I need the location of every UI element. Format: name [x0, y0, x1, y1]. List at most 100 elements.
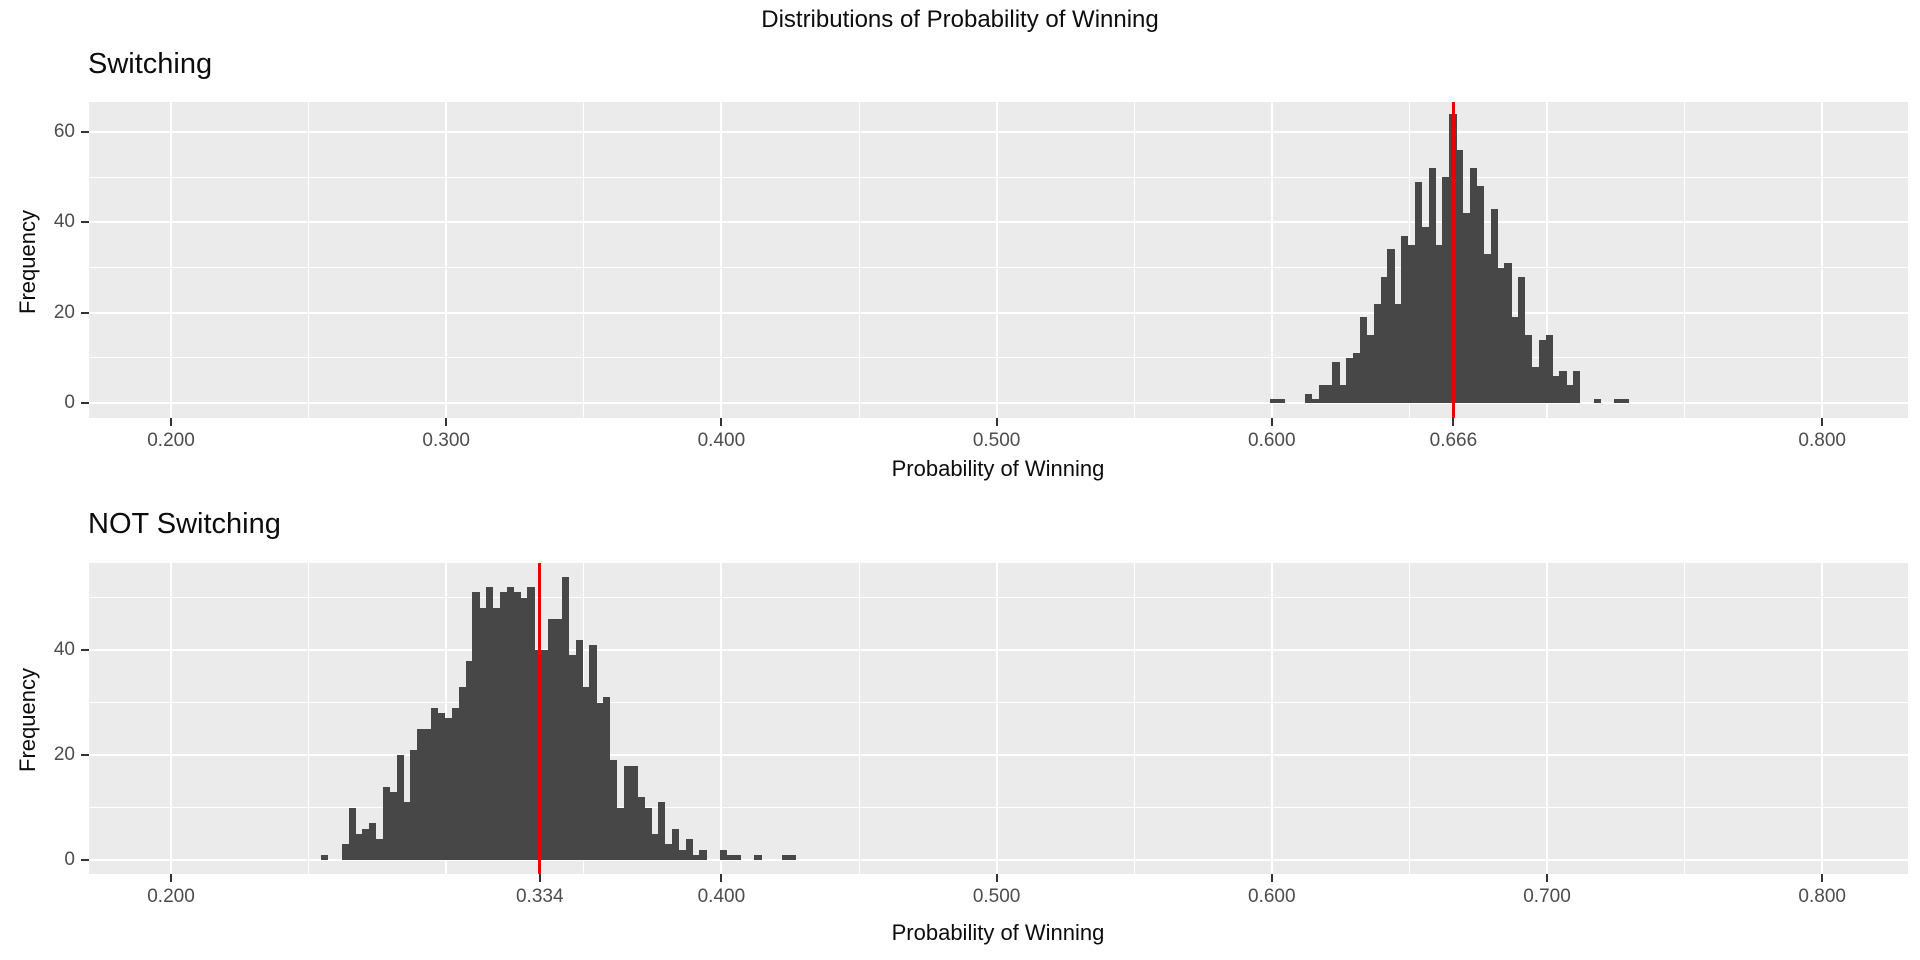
gridline-minor-x [1133, 102, 1135, 418]
histogram-bar [699, 849, 707, 860]
histogram-bar [534, 650, 542, 860]
x-tick-mark [1821, 418, 1824, 426]
gridline-minor-x [858, 102, 860, 418]
gridline-major-x [1821, 563, 1824, 874]
histogram-bar [382, 786, 391, 860]
histogram-bar [1483, 253, 1491, 403]
histogram-bar [520, 597, 528, 860]
gridline-minor-y [89, 176, 1908, 178]
histogram-bar [658, 802, 666, 861]
histogram-bar [596, 702, 604, 860]
gridline-major-x [1270, 563, 1273, 874]
histogram-bar [575, 639, 583, 860]
gridline-major-x [170, 563, 172, 874]
gridline-major-y [89, 859, 1908, 861]
histogram-bar [1593, 398, 1602, 403]
panel-title-switching: Switching [88, 48, 213, 80]
histogram-bar [1552, 375, 1560, 403]
x-tick-mark [170, 874, 172, 882]
histogram-bar [1469, 168, 1478, 403]
gridline-minor-y [89, 597, 1908, 598]
histogram-bar [726, 854, 735, 861]
gridline-minor-x [1684, 102, 1686, 418]
gridline-major-x [445, 102, 448, 418]
histogram-bar [1518, 276, 1526, 403]
gridline-major-y [89, 221, 1908, 224]
x-tick-label: 0.666 [1429, 430, 1478, 451]
plot-area-not-switching [89, 563, 1908, 874]
histogram-bar [376, 839, 384, 860]
histogram-bar [609, 760, 618, 861]
histogram-bar [637, 797, 645, 860]
histogram-bar [1421, 226, 1430, 403]
histogram-bar [1325, 384, 1333, 403]
x-tick-mark [995, 418, 998, 426]
panel-title-not-switching: NOT Switching [88, 508, 281, 540]
gridline-minor-x [583, 102, 585, 418]
histogram-bar [651, 833, 659, 861]
gridline-minor-y [89, 357, 1908, 359]
histogram-bar [472, 592, 480, 861]
gridline-minor-x [308, 563, 310, 874]
histogram-bar [754, 854, 762, 861]
histogram-bar [417, 728, 425, 861]
gridline-minor-y [89, 266, 1908, 268]
gridline-minor-y [89, 807, 1908, 808]
histogram-bar [603, 697, 611, 861]
gridline-major-x [170, 102, 172, 418]
histogram-bar [362, 828, 370, 860]
x-tick-mark [720, 418, 723, 426]
y-tick-mark [81, 859, 89, 861]
x-tick-mark [1270, 418, 1273, 426]
histogram-bar [1373, 303, 1381, 403]
reference-vline-red [1451, 102, 1455, 418]
histogram-bar [513, 592, 521, 861]
figure-title: Distributions of Probability of Winning [761, 6, 1159, 33]
x-tick-label: 0.200 [147, 430, 195, 451]
gridline-minor-x [858, 563, 860, 874]
histogram-bar [1573, 371, 1581, 403]
x-tick-label: 0.300 [422, 430, 470, 451]
gridline-major-x [995, 563, 998, 874]
y-tick-mark [81, 311, 89, 314]
gridline-minor-x [1133, 563, 1135, 874]
x-tick-label: 0.334 [515, 886, 564, 907]
x-tick-mark [445, 418, 448, 426]
histogram-bar [685, 839, 693, 860]
histogram-bar [1318, 384, 1326, 403]
histogram-bar [1490, 208, 1498, 403]
histogram-bar [548, 618, 556, 860]
histogram-bar [554, 618, 563, 860]
histogram-bar [479, 608, 487, 860]
gridline-major-y [89, 754, 1908, 756]
histogram-bar [541, 650, 549, 860]
histogram-bar [1332, 362, 1340, 403]
gridline-minor-x [1684, 563, 1686, 874]
y-tick-mark [81, 130, 89, 133]
x-tick-label: 0.600 [1248, 430, 1296, 451]
x-tick-label: 0.600 [1248, 886, 1296, 907]
histogram-bar [1476, 186, 1485, 403]
histogram-bar [1394, 303, 1402, 403]
gridline-major-y [89, 649, 1908, 651]
histogram-bar [692, 854, 700, 861]
x-tick-label: 0.800 [1798, 430, 1846, 451]
histogram-bar [1270, 398, 1278, 403]
gridline-major-x [1546, 102, 1548, 418]
histogram-bar [1545, 335, 1553, 403]
histogram-bar [733, 854, 742, 861]
histogram-bar [437, 713, 446, 860]
gridline-major-x [1821, 102, 1824, 418]
y-tick-label: 20 [53, 744, 75, 765]
histogram-bar [369, 823, 377, 861]
y-tick-mark [81, 402, 89, 404]
gridline-minor-x [1408, 563, 1410, 874]
histogram-bar [1456, 150, 1464, 403]
y-tick-label: 0 [64, 392, 75, 413]
x-tick-mark [1821, 874, 1824, 882]
y-axis-title-bottom: Frequency [15, 668, 40, 772]
histogram-bar [486, 587, 494, 860]
histogram-bar [561, 576, 570, 860]
x-axis-title-top: Probability of Winning [891, 456, 1105, 481]
histogram-bar [1538, 339, 1546, 403]
